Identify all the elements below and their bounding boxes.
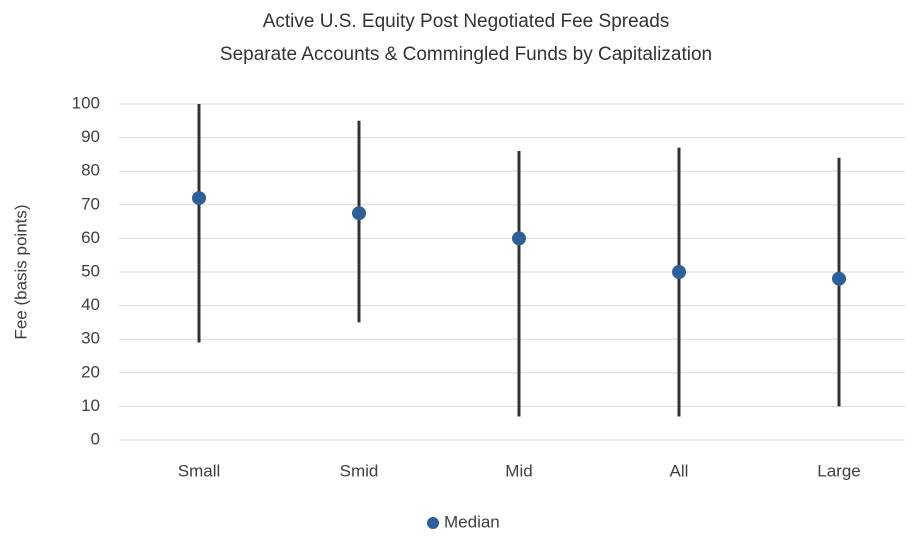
y-tick-label: 10 — [81, 396, 100, 415]
y-tick-label: 80 — [81, 161, 100, 180]
y-tick-label: 40 — [81, 295, 100, 314]
x-tick-label: Large — [817, 461, 860, 480]
y-tick-label: 70 — [81, 194, 100, 213]
x-tick-label: Smid — [340, 461, 379, 480]
y-tick-label: 60 — [81, 228, 100, 247]
y-tick-label: 20 — [81, 362, 100, 381]
x-tick-label: Small — [178, 461, 221, 480]
legend-marker — [427, 517, 439, 529]
x-tick-label: Mid — [505, 461, 532, 480]
y-tick-label: 0 — [91, 429, 100, 448]
x-tick-label: All — [670, 461, 689, 480]
y-tick-label: 50 — [81, 261, 100, 280]
y-tick-label: 90 — [81, 127, 100, 146]
y-axis-label: Fee (basis points) — [11, 204, 30, 339]
y-tick-label: 100 — [72, 93, 100, 112]
median-dot — [352, 206, 366, 221]
median-dot — [672, 265, 686, 279]
median-dot — [512, 231, 526, 246]
chart-title: Active U.S. Equity Post Negotiated Fee S… — [263, 11, 670, 32]
median-dot — [832, 271, 846, 286]
y-tick-label: 30 — [81, 329, 100, 348]
median-dot — [192, 191, 206, 206]
chart-subtitle: Separate Accounts & Commingled Funds by … — [220, 44, 712, 65]
legend-label: Median — [444, 512, 500, 531]
